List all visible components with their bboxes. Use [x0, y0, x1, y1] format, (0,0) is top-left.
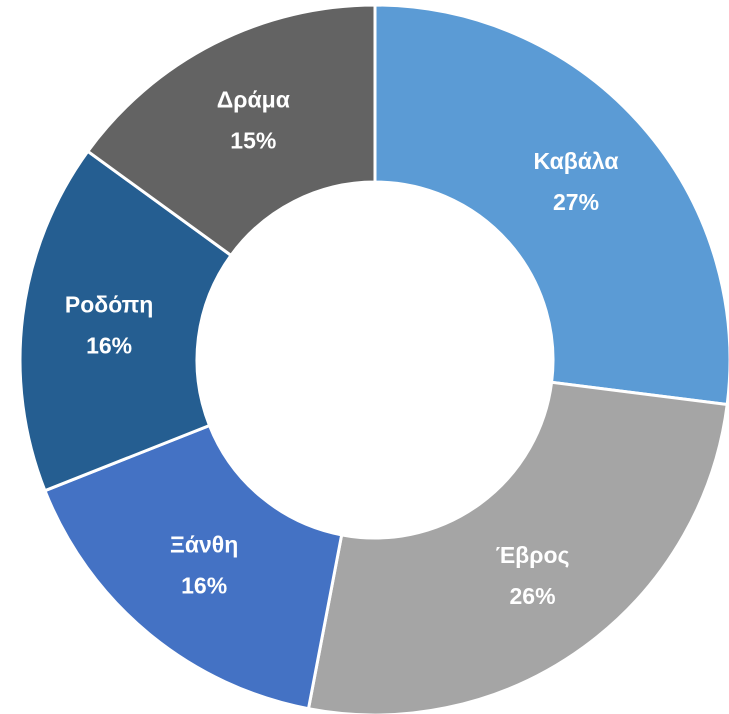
value-label: 15% — [230, 127, 276, 153]
donut-slice — [85, 3, 377, 258]
slice-label: Ροδόπη — [65, 291, 153, 317]
value-label: 27% — [553, 189, 599, 215]
value-label: 16% — [86, 332, 132, 358]
slice-label: Δράμα — [217, 86, 290, 112]
value-label: 26% — [510, 583, 556, 609]
donut-slice — [42, 423, 344, 711]
donut-slice — [306, 380, 729, 714]
donut-slice — [18, 149, 234, 493]
slice-label: Καβάλα — [533, 148, 618, 174]
donut-slice — [373, 3, 729, 407]
slice-label: Έβρος — [496, 542, 570, 568]
value-label: 16% — [181, 573, 227, 599]
slice-label: Ξάνθη — [170, 532, 238, 558]
